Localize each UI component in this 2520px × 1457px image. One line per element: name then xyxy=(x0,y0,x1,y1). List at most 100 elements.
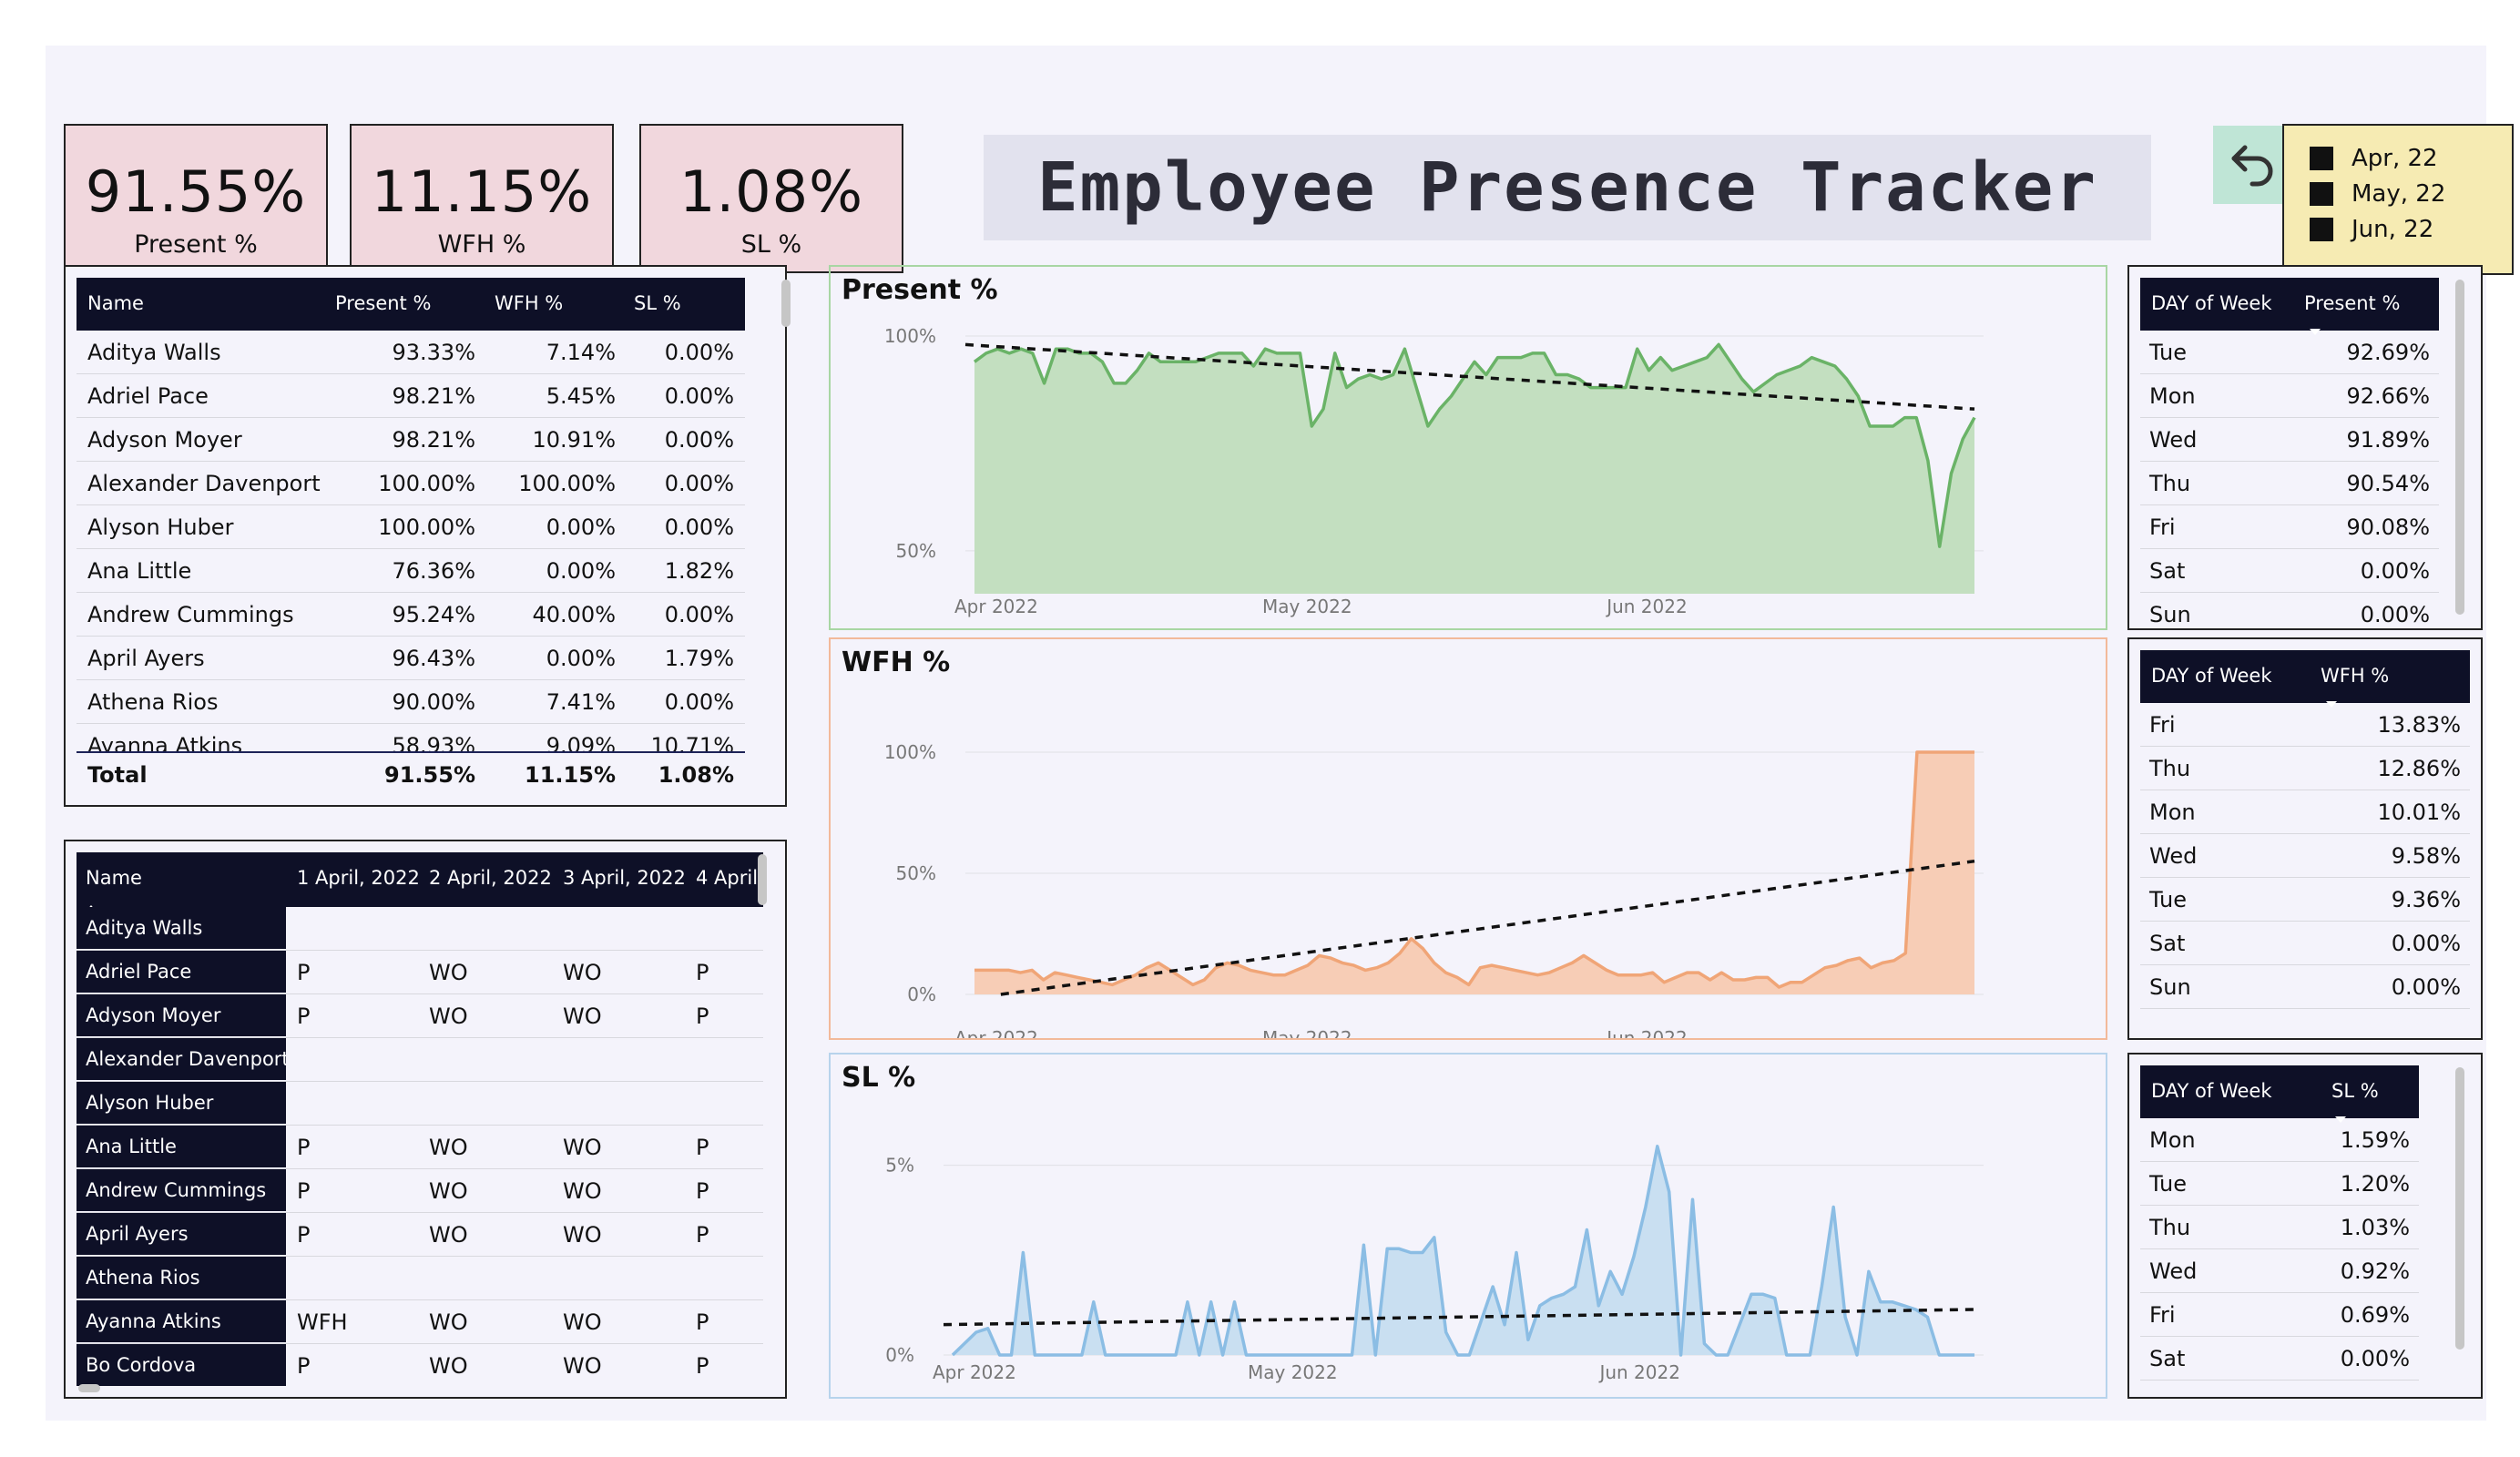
dow-row[interactable]: Sat 0.00% xyxy=(2140,1337,2419,1381)
matrix-col-date4[interactable]: 4 April, xyxy=(696,867,764,889)
dow-value: 0.00% xyxy=(2360,558,2430,584)
dow-present-scrollbar[interactable] xyxy=(2455,280,2464,615)
dow-row[interactable]: Thu 1.03% xyxy=(2140,1206,2419,1249)
matrix-row-name[interactable]: Athena Rios xyxy=(77,1257,286,1299)
cell-wfh: 0.00% xyxy=(546,515,616,540)
dow-value: 92.69% xyxy=(2346,340,2430,365)
dow-value: 91.89% xyxy=(2346,427,2430,453)
dow-col-wfh[interactable]: WFH % xyxy=(2321,665,2390,687)
cell-sl: 0.00% xyxy=(664,340,734,365)
table-scrollbar[interactable] xyxy=(781,280,791,327)
dow-day: Wed xyxy=(2149,1258,2198,1284)
dow-row[interactable]: Mon 10.01% xyxy=(2140,790,2470,834)
slicer-option-label: Jun, 22 xyxy=(2352,215,2434,243)
back-button[interactable] xyxy=(2213,126,2293,204)
dow-col-sl[interactable]: SL % xyxy=(2331,1080,2379,1102)
slicer-option-jun[interactable]: Jun, 22 xyxy=(2310,211,2512,247)
cell-wfh: 5.45% xyxy=(546,383,616,409)
matrix-col-date2[interactable]: 2 April, 2022 xyxy=(429,867,552,889)
matrix-row-name[interactable]: Bo Cordova xyxy=(77,1344,286,1386)
dow-value: 0.69% xyxy=(2340,1302,2410,1328)
matrix-row-name[interactable]: Adyson Moyer xyxy=(77,994,286,1036)
slicer-option-may[interactable]: May, 22 xyxy=(2310,176,2512,211)
x-tick-label: Apr 2022 xyxy=(933,1361,1016,1383)
dow-col-present[interactable]: Present % xyxy=(2304,292,2401,314)
checkbox-icon xyxy=(2310,181,2333,206)
cell-present: 98.21% xyxy=(392,383,475,409)
col-header-wfh[interactable]: WFH % xyxy=(495,292,564,314)
dow-day: Mon xyxy=(2149,1127,2196,1153)
table-row[interactable]: Alexander Davenport 100.00% 100.00% 0.00% xyxy=(77,462,745,505)
dow-row[interactable]: Mon 92.66% xyxy=(2140,374,2439,418)
dow-day: Tue xyxy=(2149,1171,2187,1197)
dow-row[interactable]: Wed 9.58% xyxy=(2140,834,2470,878)
dow-row[interactable]: Fri 13.83% xyxy=(2140,703,2470,747)
matrix-row-name[interactable]: Andrew Cummings xyxy=(77,1169,286,1211)
table-row[interactable]: Athena Rios 90.00% 7.41% 0.00% xyxy=(77,680,745,724)
table-row[interactable]: Aditya Walls 93.33% 7.14% 0.00% xyxy=(77,331,745,374)
page-title: Employee Presence Tracker xyxy=(1037,148,2097,227)
table-row[interactable]: Ayanna Atkins 58.93% 9.09% 10.71% xyxy=(77,724,745,751)
matrix-scrollbar-v[interactable] xyxy=(758,854,767,905)
table-row[interactable]: April Ayers 96.43% 0.00% 1.79% xyxy=(77,637,745,680)
matrix-cell: P xyxy=(297,1135,311,1160)
dow-day: Wed xyxy=(2149,843,2198,869)
cell-wfh: 0.00% xyxy=(546,646,616,671)
dow-value: 0.92% xyxy=(2340,1258,2410,1284)
table-row[interactable]: Adriel Pace 98.21% 5.45% 0.00% xyxy=(77,374,745,418)
matrix-col-date1[interactable]: 1 April, 2022 xyxy=(297,867,420,889)
slicer-option-apr[interactable]: Apr, 22 xyxy=(2310,140,2512,176)
dow-row[interactable]: Fri 90.08% xyxy=(2140,505,2439,549)
matrix-row-name[interactable]: Ana Little xyxy=(77,1126,286,1167)
matrix-row-name[interactable]: April Ayers xyxy=(77,1213,286,1255)
matrix-row-name[interactable]: Aditya Walls xyxy=(77,907,286,949)
dow-col-day[interactable]: DAY of Week xyxy=(2151,292,2272,314)
col-header-present[interactable]: Present % xyxy=(335,292,432,314)
table-row[interactable]: Alyson Huber 100.00% 0.00% 0.00% xyxy=(77,505,745,549)
table-row[interactable]: Andrew Cummings 95.24% 40.00% 0.00% xyxy=(77,593,745,637)
dow-row[interactable]: Thu 12.86% xyxy=(2140,747,2470,790)
matrix-col-date3[interactable]: 3 April, 2022 xyxy=(563,867,686,889)
matrix-body: Aditya Walls Adriel Pace P WO WO P Adyson Moye… xyxy=(77,907,763,1386)
dow-row[interactable]: Wed 91.89% xyxy=(2140,418,2439,462)
dow-row[interactable]: Sat 0.00% xyxy=(2140,922,2470,965)
dow-row[interactable]: Thu 90.54% xyxy=(2140,462,2439,505)
dow-row[interactable]: Sat 0.00% xyxy=(2140,549,2439,593)
dow-row[interactable]: Tue 1.20% xyxy=(2140,1162,2419,1206)
dow-col-day[interactable]: DAY of Week xyxy=(2151,665,2272,687)
table-row[interactable]: Adyson Moyer 98.21% 10.91% 0.00% xyxy=(77,418,745,462)
matrix-scrollbar-h[interactable] xyxy=(78,1384,100,1392)
matrix-row-name[interactable]: Alexander Davenport xyxy=(77,1038,286,1080)
matrix-col-name[interactable]: Name xyxy=(86,867,142,889)
table-row[interactable]: Ana Little 76.36% 0.00% 1.82% xyxy=(77,549,745,593)
cell-wfh: 10.91% xyxy=(532,427,616,453)
dow-row[interactable]: Tue 9.36% xyxy=(2140,878,2470,922)
matrix-row-name[interactable]: Alyson Huber xyxy=(77,1082,286,1124)
matrix-cell: WO xyxy=(563,1222,602,1248)
dow-sl-header: DAY of Week SL % xyxy=(2140,1065,2419,1123)
dow-row[interactable]: Mon 1.59% xyxy=(2140,1118,2419,1162)
series-line xyxy=(951,1145,1974,1357)
col-header-sl[interactable]: SL % xyxy=(634,292,681,314)
matrix-row-name[interactable]: Adriel Pace xyxy=(77,951,286,993)
dow-row[interactable]: Sun 0.00% xyxy=(2140,593,2439,626)
x-tick-label: Apr 2022 xyxy=(954,596,1038,617)
matrix-row-name[interactable]: Ayanna Atkins xyxy=(77,1300,286,1342)
dow-day: Fri xyxy=(2149,1302,2176,1328)
dow-value: 90.08% xyxy=(2346,515,2430,540)
cell-present: 100.00% xyxy=(378,515,475,540)
dow-day: Fri xyxy=(2149,515,2176,540)
dow-row[interactable]: Tue 92.69% xyxy=(2140,331,2439,374)
dow-col-day[interactable]: DAY of Week xyxy=(2151,1080,2272,1102)
cell-name: Ana Little xyxy=(87,558,192,584)
col-header-name[interactable]: Name xyxy=(87,292,144,314)
dow-row[interactable]: Fri 0.69% xyxy=(2140,1293,2419,1337)
dow-value: 1.59% xyxy=(2340,1127,2410,1153)
matrix-header: Name 1 April, 2022 2 April, 2022 3 April… xyxy=(77,852,764,912)
dow-row[interactable]: Sun 0.00% xyxy=(2140,965,2470,1009)
dow-sl-scrollbar[interactable] xyxy=(2455,1067,2464,1350)
cell-wfh: 40.00% xyxy=(532,602,616,627)
cell-name: Alexander Davenport xyxy=(87,471,321,496)
dow-row[interactable]: Wed 0.92% xyxy=(2140,1249,2419,1293)
cell-sl: 0.00% xyxy=(664,471,734,496)
